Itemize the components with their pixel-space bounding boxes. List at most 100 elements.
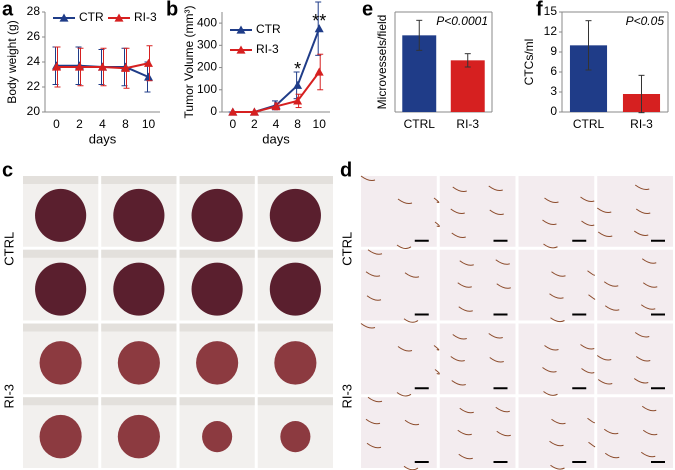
micrograph (597, 176, 673, 247)
vessel (457, 429, 472, 436)
panel-letter: d (340, 159, 352, 181)
y-axis-label: Body weight (g) (5, 20, 19, 103)
legend-marker (114, 13, 124, 22)
vessel (604, 305, 620, 311)
ruler (23, 176, 99, 184)
vessel (458, 453, 473, 460)
tumor (280, 421, 311, 453)
series-line (232, 28, 321, 113)
ruler (101, 176, 177, 184)
x-tick-label: 4 (99, 117, 106, 131)
vessel (367, 249, 383, 255)
vessel (642, 429, 658, 436)
bar (450, 60, 485, 112)
y-tick-label: 200 (197, 60, 217, 74)
vessel (450, 356, 465, 362)
vessel (452, 186, 467, 192)
x-axis-label: days (89, 131, 117, 146)
x-tick-label: 8 (294, 117, 301, 131)
legend-marker (236, 25, 246, 34)
y-tick-label: 0 (210, 104, 217, 118)
vessel (635, 208, 651, 214)
panel-letter: c (2, 159, 13, 181)
vessel (640, 304, 656, 310)
y-tick-label: 22 (27, 79, 41, 93)
marker (75, 62, 84, 71)
vessel (588, 294, 596, 300)
vessel (488, 333, 503, 339)
micrograph (439, 176, 516, 247)
p-value: P<0.05 (626, 14, 665, 28)
vessel (366, 442, 382, 449)
vessel (587, 270, 595, 276)
significance: ** (312, 11, 326, 31)
panel-letter: f (536, 0, 543, 20)
vessel (633, 230, 649, 236)
y-tick-label: 400 (197, 15, 217, 29)
marker (144, 72, 153, 81)
y-tick-label: 3 (550, 84, 557, 98)
ruler (23, 397, 99, 406)
vessel (634, 184, 650, 190)
x-tick-label: 10 (313, 117, 327, 131)
vessel (495, 259, 510, 265)
x-tick-label: CTRL (573, 117, 605, 131)
vessel (458, 306, 473, 312)
micrograph (439, 397, 516, 468)
x-axis-label: days (262, 131, 290, 146)
vessel (580, 344, 595, 350)
vessel (404, 272, 420, 278)
legend-label: RI-3 (134, 10, 157, 24)
x-tick-label: 0 (53, 117, 60, 131)
y-tick-label: 26 (27, 29, 41, 43)
vessel (360, 323, 376, 329)
y-tick-label: 24 (27, 54, 41, 68)
x-tick-label: 10 (142, 117, 156, 131)
vessel (603, 428, 619, 435)
marker (228, 107, 238, 116)
vessel (434, 369, 440, 375)
vessel (581, 368, 595, 374)
row-label: CTRL (339, 232, 354, 266)
vessel (404, 419, 420, 426)
x-tick-label: 2 (76, 117, 83, 131)
marker (314, 24, 324, 33)
vessel (396, 244, 412, 249)
ruler (179, 176, 255, 184)
x-tick-label: 8 (122, 117, 129, 131)
vessel (581, 220, 595, 226)
micrograph (518, 176, 595, 247)
marker (314, 67, 324, 76)
ruler (257, 323, 333, 332)
vessel (550, 317, 565, 323)
tumor (269, 188, 321, 242)
vessel (434, 221, 440, 227)
vessel (496, 430, 511, 437)
micrograph (518, 249, 595, 321)
vessel (588, 441, 596, 448)
vessel (452, 334, 467, 340)
ruler (257, 176, 333, 184)
vessel (587, 417, 595, 424)
micrograph (597, 397, 673, 468)
y-tick-label: 300 (197, 38, 217, 52)
tumor (39, 341, 82, 385)
vessel (551, 418, 566, 425)
row-label: RI-3 (339, 384, 354, 409)
y-axis-label: Microvessels/field (375, 15, 389, 110)
tumor (117, 414, 160, 459)
vessel (634, 332, 650, 338)
vessel (551, 271, 566, 277)
vessel (542, 367, 557, 373)
vessel (403, 318, 419, 323)
vessel (641, 405, 657, 412)
y-axis-label: CTCs/ml (522, 39, 536, 86)
vessel (488, 185, 503, 191)
marker (293, 80, 303, 89)
ruler (23, 323, 99, 332)
micrograph (439, 323, 516, 395)
y-tick-label: 15 (544, 4, 558, 18)
x-tick-label: RI-3 (456, 117, 479, 131)
vessel (495, 406, 510, 413)
